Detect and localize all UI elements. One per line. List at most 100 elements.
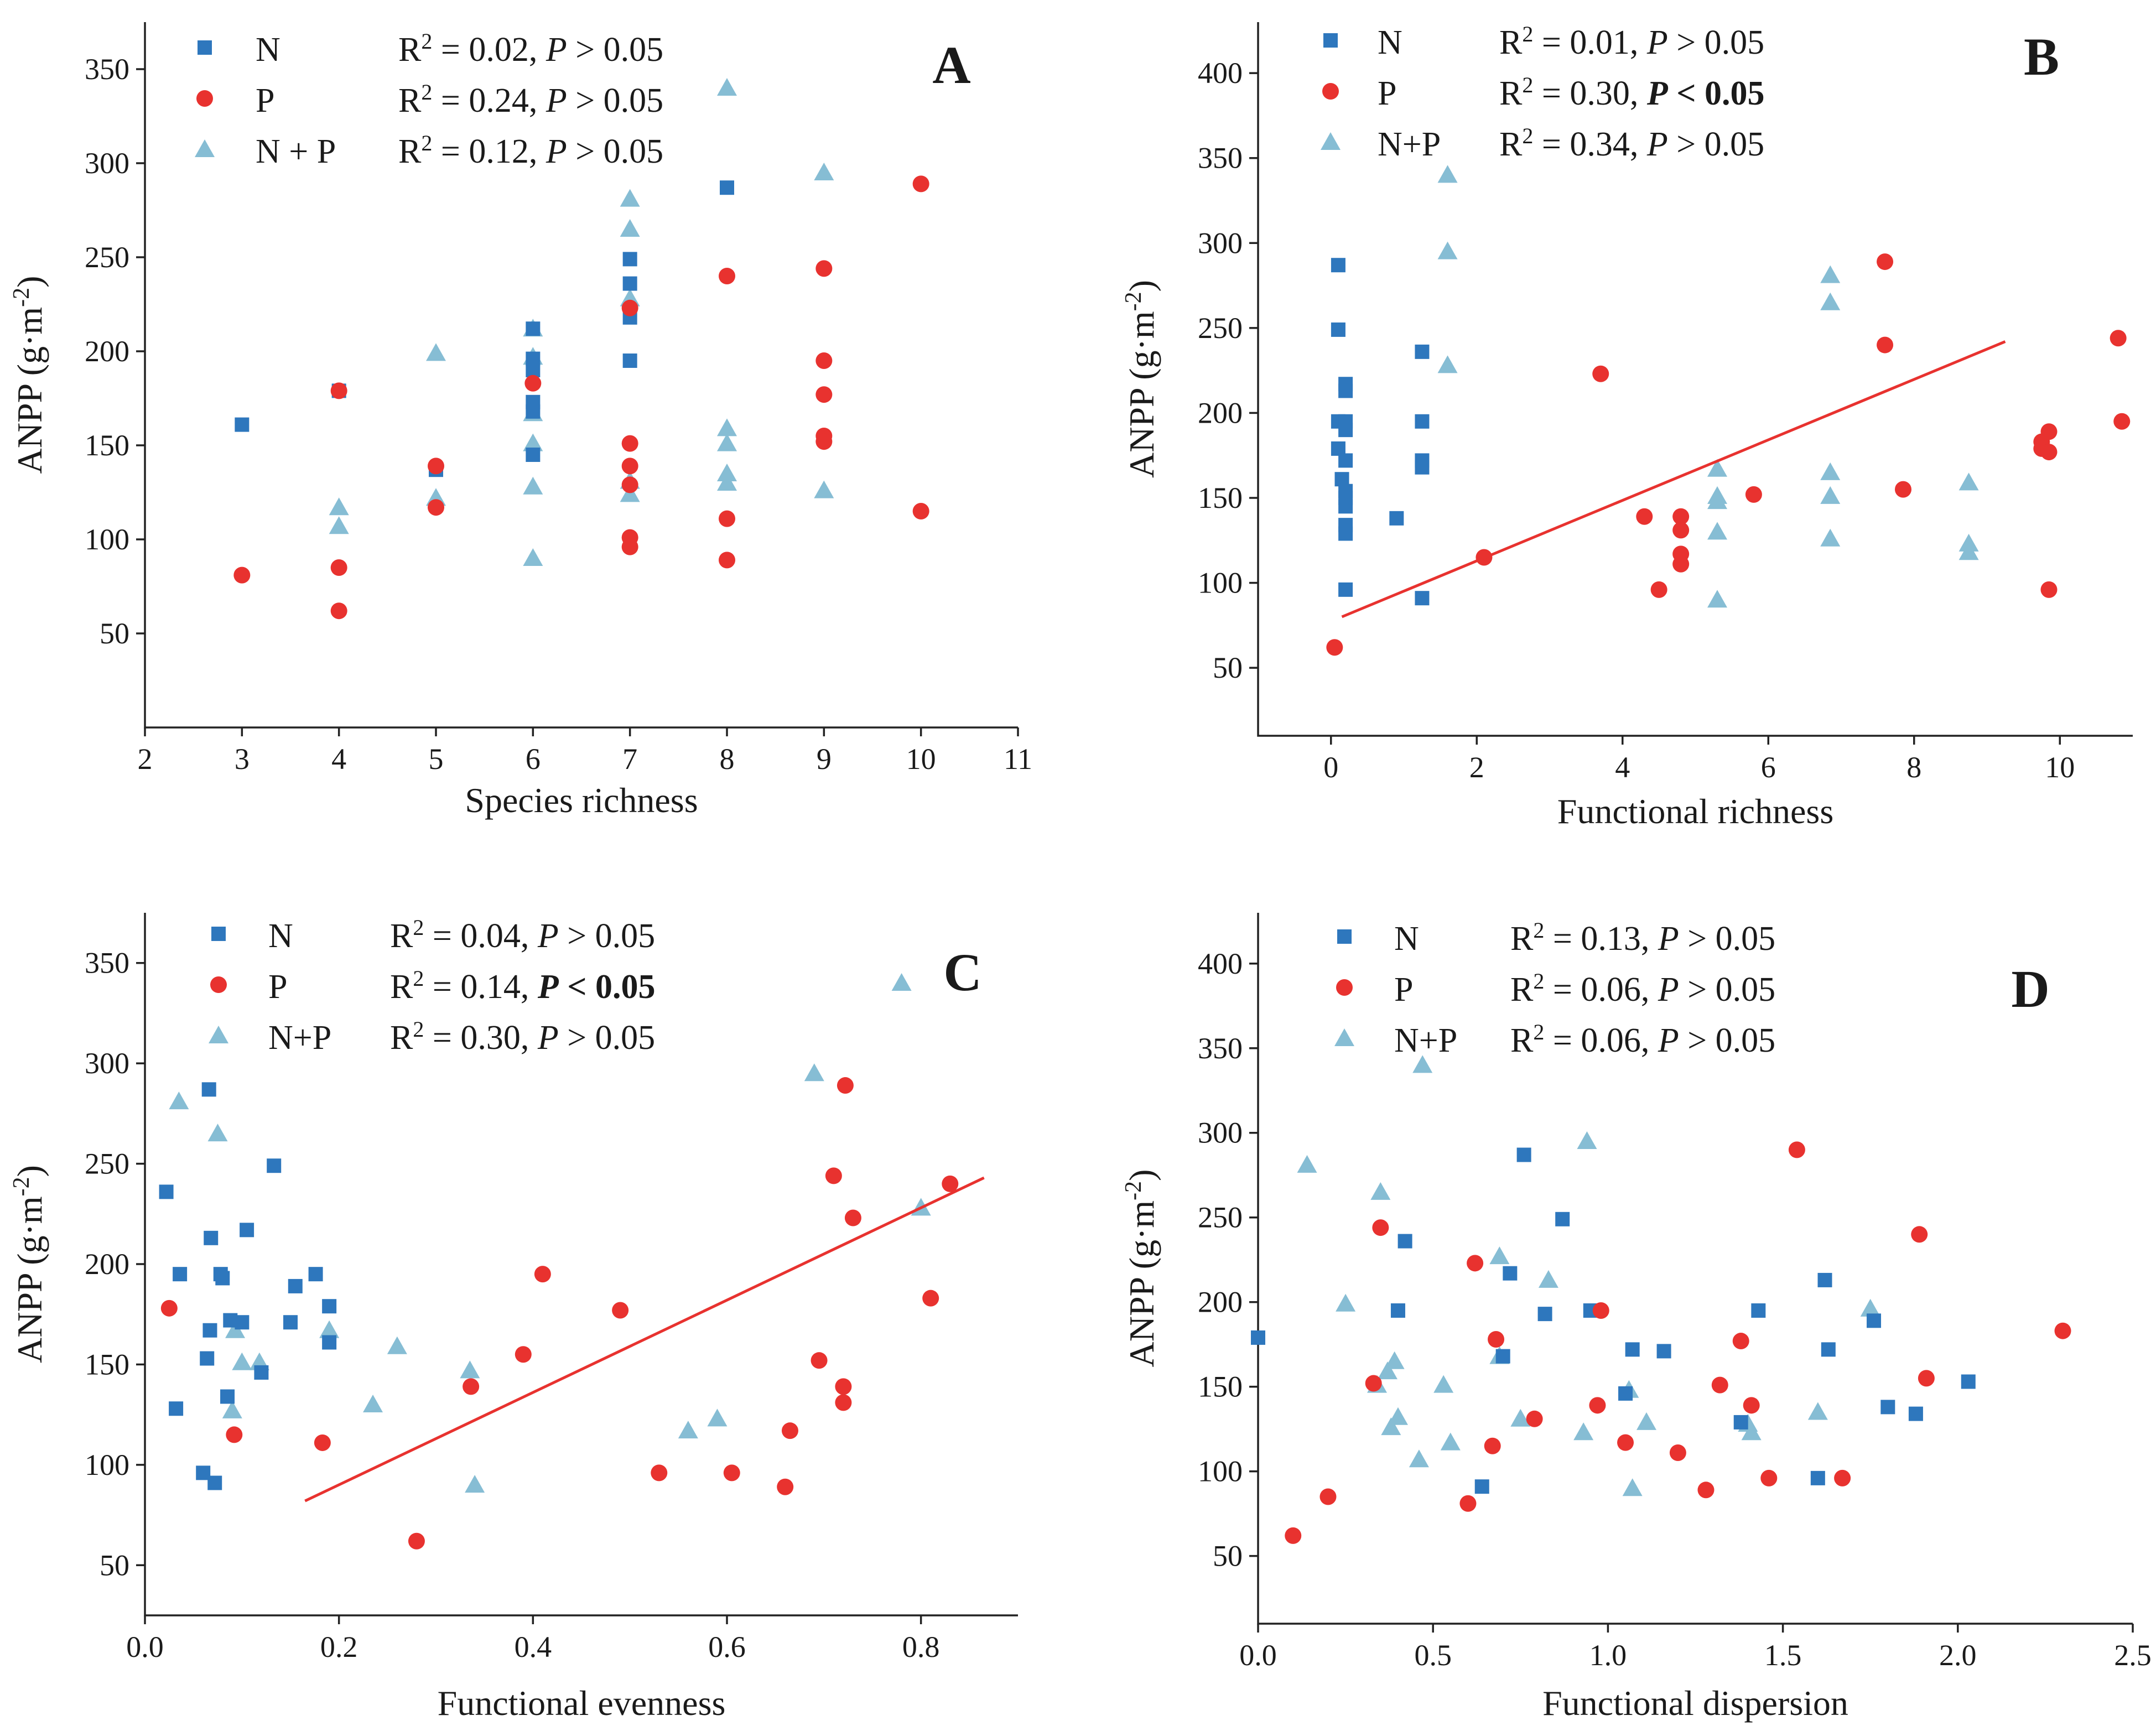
data-point-np	[1440, 1432, 1461, 1451]
data-point-n	[235, 417, 250, 432]
data-point-p	[912, 503, 929, 519]
y-tick-label: 400	[1198, 947, 1243, 980]
data-point-p	[428, 458, 444, 475]
data-point-np	[1538, 1270, 1558, 1288]
legend-stat: R2 = 0.24, P > 0.05	[398, 80, 663, 120]
legend-label: N+P	[1394, 1022, 1457, 1059]
data-point-np	[1860, 1298, 1880, 1317]
x-tick-label: 0.5	[1414, 1639, 1452, 1672]
data-point-n	[200, 1351, 215, 1366]
y-tick-label: 300	[85, 1047, 129, 1080]
legend-label: N	[1394, 920, 1419, 958]
data-point-n	[1338, 383, 1353, 398]
data-point-p	[2040, 444, 2058, 461]
panel-label: D	[2011, 959, 2049, 1018]
data-point-np	[232, 1352, 252, 1370]
data-point-np	[717, 418, 737, 436]
data-point-n	[1625, 1342, 1640, 1357]
data-point-n	[1618, 1386, 1633, 1401]
data-point-p	[226, 1426, 243, 1443]
data-point-np	[1820, 265, 1841, 283]
data-point-p	[534, 1266, 551, 1283]
legend-label: P	[1378, 75, 1396, 112]
y-axis-label: ANPP (g·m-2)	[1121, 280, 1161, 478]
data-point-np	[1707, 459, 1728, 477]
x-tick-label: 8	[1906, 751, 1921, 784]
y-tick-label: 50	[1213, 1540, 1243, 1573]
y-tick-label: 250	[85, 241, 129, 274]
y-tick-label: 250	[1198, 311, 1243, 345]
legend-stat: R2 = 0.14, P < 0.05	[390, 966, 656, 1006]
data-point-p	[621, 435, 638, 452]
y-tick-label: 100	[85, 1448, 129, 1482]
legend-label: N + P	[256, 133, 336, 170]
data-point-n	[235, 1315, 250, 1330]
data-point-p	[621, 299, 638, 316]
axis-lines	[144, 22, 1018, 729]
legend-marker-n	[198, 40, 212, 55]
data-point-np	[620, 189, 640, 207]
data-point-np	[1437, 241, 1458, 259]
x-tick-label: 2	[1469, 751, 1484, 784]
axis-lines	[144, 913, 1018, 1616]
data-point-p	[815, 386, 833, 403]
data-point-p	[330, 559, 347, 576]
x-tick-label: 5	[429, 742, 444, 776]
data-point-p	[1592, 1302, 1609, 1319]
data-point-p	[1745, 486, 1762, 503]
data-point-n	[1495, 1349, 1510, 1364]
x-tick-label: 4	[331, 742, 346, 776]
data-point-n	[1415, 344, 1430, 359]
data-point-np	[460, 1360, 480, 1379]
legend-marker-n	[1337, 929, 1352, 944]
data-point-np	[620, 219, 640, 237]
data-point-n	[1751, 1303, 1766, 1318]
data-point-p	[815, 433, 833, 450]
legend-stat: R2 = 0.02, P > 0.05	[398, 29, 663, 69]
data-point-p	[1834, 1469, 1851, 1486]
y-tick-label: 100	[1198, 566, 1243, 600]
x-tick-label: 0	[1323, 751, 1338, 784]
data-point-n	[322, 1299, 337, 1314]
data-point-n	[1537, 1307, 1552, 1322]
data-point-p	[621, 476, 638, 493]
axis-lines	[1257, 913, 2133, 1625]
legend-label: N+P	[268, 1019, 331, 1057]
data-point-p	[811, 1352, 828, 1369]
x-tick-label: 10	[906, 742, 936, 776]
panel-label: A	[932, 35, 970, 95]
data-point-p	[1697, 1482, 1715, 1499]
legend-stat: R2 = 0.06, P > 0.05	[1510, 1020, 1775, 1060]
data-point-p	[515, 1346, 532, 1363]
axis-lines	[1257, 22, 2133, 737]
data-point-p	[922, 1290, 939, 1307]
data-point-p	[719, 268, 735, 284]
data-point-np	[1437, 355, 1458, 373]
data-point-p	[1484, 1437, 1501, 1454]
data-point-p	[1911, 1226, 1928, 1243]
data-point-p	[1877, 336, 1894, 354]
data-point-n	[322, 1335, 337, 1350]
data-point-p	[314, 1434, 331, 1451]
data-point-np	[1820, 292, 1841, 310]
data-point-n	[1516, 1147, 1531, 1162]
data-point-np	[814, 480, 834, 498]
y-tick-label: 300	[1198, 1116, 1243, 1150]
data-point-n	[204, 1230, 219, 1245]
legend-label: N	[268, 917, 293, 955]
data-point-p	[723, 1464, 740, 1482]
x-tick-label: 1.5	[1764, 1639, 1802, 1672]
data-point-p	[1592, 365, 1609, 382]
data-point-p	[621, 458, 638, 475]
data-point-n	[1810, 1470, 1825, 1485]
data-point-p	[2110, 330, 2127, 347]
legend-marker-p	[1336, 979, 1353, 996]
data-point-n	[288, 1278, 303, 1293]
data-point-p	[621, 538, 638, 555]
x-tick-label: 7	[622, 742, 637, 776]
x-tick-label: 3	[235, 742, 250, 776]
data-point-n	[240, 1223, 254, 1238]
data-point-p	[524, 375, 542, 392]
x-tick-label: 6	[526, 742, 541, 776]
data-point-p	[1319, 1488, 1337, 1505]
